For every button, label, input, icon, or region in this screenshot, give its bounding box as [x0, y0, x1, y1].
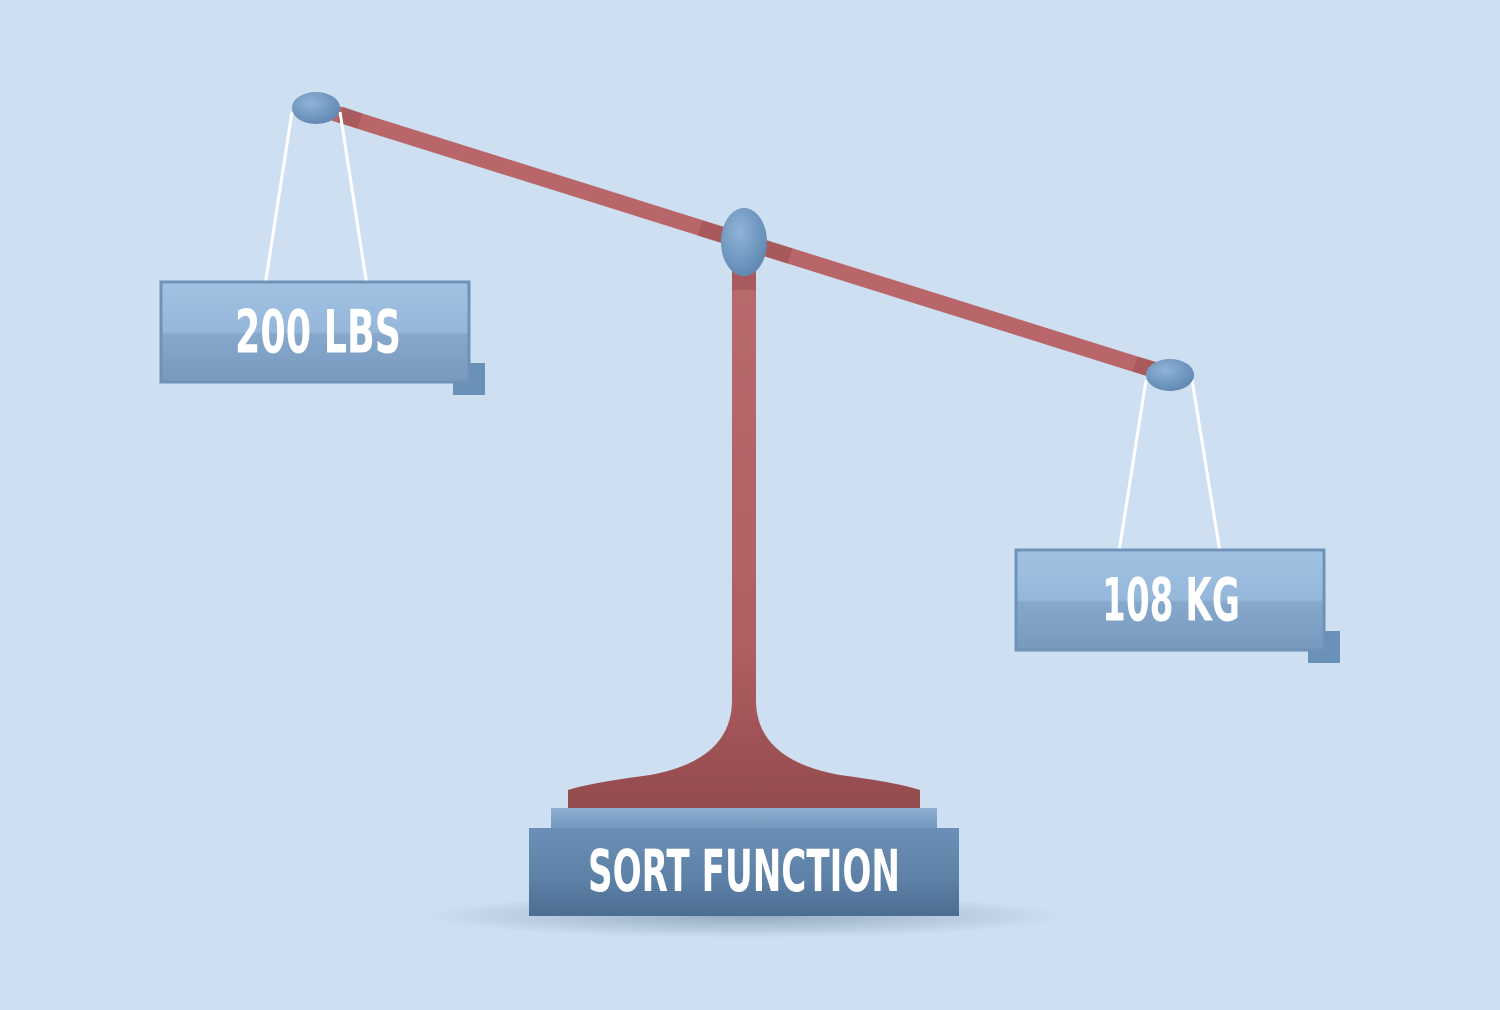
right-strings	[1113, 379, 1226, 563]
base-plinth	[551, 808, 937, 830]
right-weight-label: 108 KG	[1102, 566, 1240, 636]
right-weight: 108 KG	[1014, 548, 1340, 663]
left-hanger-knob	[292, 92, 340, 124]
right-hanger-knob	[1146, 359, 1194, 391]
pivot-knob	[721, 208, 767, 276]
base-sign	[529, 828, 959, 916]
scale-post	[568, 262, 920, 808]
base-label: SORT FUNCTION	[588, 837, 900, 905]
left-weight-label: 200 LBS	[235, 298, 401, 368]
left-strings	[259, 111, 373, 297]
left-weight: 200 LBS	[159, 280, 485, 395]
